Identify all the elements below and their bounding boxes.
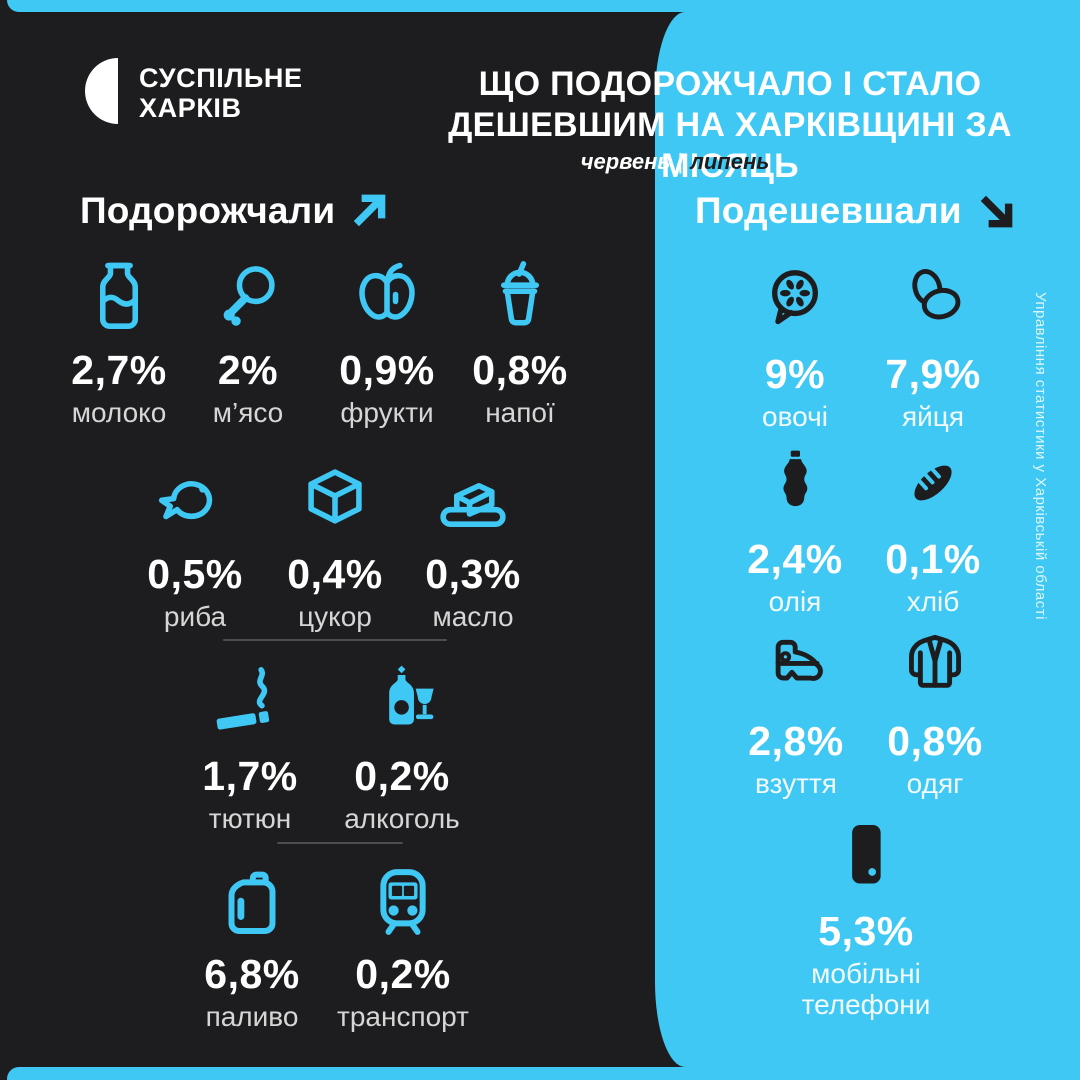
stat-label: овочі	[762, 401, 828, 432]
arrow-down-right-icon	[980, 195, 1013, 228]
stat-value: 0,5%	[147, 551, 243, 597]
stat-value: 0,9%	[339, 347, 435, 393]
stat-label: цукор	[298, 601, 372, 632]
oil-bottle-icon	[720, 443, 870, 523]
page-title-line2: ДЕШЕВШИМ НА ХАРКІВЩИНІ ЗА МІСЯЦЬ	[448, 106, 1012, 185]
boot-icon	[721, 625, 871, 705]
increased-section-header: Подорожчали	[80, 190, 389, 232]
stat-label: тютюн	[208, 803, 292, 834]
stat-label: яйця	[901, 401, 964, 432]
increased-section-title: Подорожчали	[80, 190, 336, 231]
page-title-line1: ЩО ПОДОРОЖЧАЛО І СТАЛО	[478, 65, 982, 103]
stat-item-oil: 2,4% олія	[720, 443, 870, 617]
train-icon	[328, 858, 478, 946]
stat-label: транспорт	[337, 1001, 469, 1032]
stat-label: мобільні телефони	[801, 958, 931, 1020]
stat-item-meat: 2% м’ясо	[173, 254, 323, 428]
eggs-icon	[858, 258, 1008, 338]
stat-value: 5,3%	[818, 908, 914, 954]
stat-item-bread: 0,1% хліб	[858, 443, 1008, 617]
period-separator: |	[677, 149, 684, 174]
divider	[223, 639, 447, 641]
stat-label: риба	[163, 601, 227, 632]
bread-icon	[858, 443, 1008, 523]
stat-value: 0,2%	[354, 753, 450, 799]
stat-item-clothes: 0,8% одяг	[860, 625, 1010, 799]
period-june: червень	[580, 149, 671, 174]
stat-value: 0,2%	[355, 951, 451, 997]
stat-label: напої	[485, 397, 555, 428]
stat-item-tobacco: 1,7% тютюн	[175, 660, 325, 834]
stat-value: 1,7%	[202, 753, 298, 799]
stat-label: паливо	[205, 1001, 299, 1032]
stat-value: 0,8%	[887, 718, 983, 764]
stat-item-fruit: 0,9% фрукти	[312, 254, 462, 428]
period-july: липень	[690, 149, 770, 174]
stat-label: одяг	[906, 768, 964, 799]
brand-name-line1: СУСПІЛЬНЕ	[139, 63, 303, 93]
stat-label: алкоголь	[344, 803, 460, 834]
alcohol-bottle-glass-icon	[327, 660, 477, 748]
decreased-panel-background	[655, 12, 1080, 1067]
suspilne-halfmoon-icon	[85, 58, 118, 124]
brand-name-line2: ХАРКІВ	[139, 93, 242, 123]
stat-value: 9%	[764, 351, 826, 397]
cigarette-icon	[175, 660, 325, 748]
stat-item-drinks: 0,8% напої	[445, 254, 595, 428]
sugar-cube-icon	[260, 458, 410, 546]
mobile-phone-icon	[791, 815, 941, 895]
stat-value: 0,3%	[425, 551, 521, 597]
stat-item-transport: 0,2% транспорт	[328, 858, 478, 1032]
stat-value: 0,8%	[472, 347, 568, 393]
stat-value: 0,4%	[287, 551, 383, 597]
stat-item-sugar: 0,4% цукор	[260, 458, 410, 632]
stat-label: фрукти	[340, 397, 434, 428]
page-title: ЩО ПОДОРОЖЧАЛО І СТАЛО ДЕШЕВШИМ НА ХАРКІ…	[405, 64, 1055, 187]
chicken-leg-icon	[173, 254, 323, 342]
stat-item-fish: 0,5% риба	[120, 458, 270, 632]
stat-label: молоко	[71, 397, 167, 428]
drink-cup-icon	[445, 254, 595, 342]
statistics-source-note: Управління статистики у Харківській обла…	[1032, 292, 1049, 620]
bottom-accent-strip	[7, 1067, 1080, 1080]
top-accent-strip	[7, 0, 1080, 12]
stat-label: м’ясо	[212, 397, 284, 428]
stat-item-eggs: 7,9% яйця	[858, 258, 1008, 432]
stat-value: 2%	[217, 347, 279, 393]
arrow-up-right-icon	[354, 194, 386, 227]
stat-item-shoes: 2,8% взуття	[721, 625, 871, 799]
stat-label: хліб	[906, 586, 960, 617]
stat-item-butter: 0,3% масло	[398, 458, 548, 632]
decreased-section-header: Подешевшали	[695, 190, 1016, 232]
stat-value: 7,9%	[885, 351, 981, 397]
divider	[277, 842, 403, 844]
stat-label: олія	[768, 586, 822, 617]
stat-item-fuel: 6,8% паливо	[177, 858, 327, 1032]
stat-value: 2,8%	[748, 718, 844, 764]
stat-item-mobile-phones: 5,3% мобільні телефони	[791, 815, 941, 1020]
stat-value: 2,4%	[747, 536, 843, 582]
decreased-section-title: Подешевшали	[695, 190, 962, 231]
stat-value: 2,7%	[71, 347, 167, 393]
brand-name: СУСПІЛЬНЕ ХАРКІВ	[139, 58, 303, 124]
stat-value: 0,1%	[885, 536, 981, 582]
stat-value: 6,8%	[204, 951, 300, 997]
fuel-can-icon	[177, 858, 327, 946]
brand-logo: СУСПІЛЬНЕ ХАРКІВ	[85, 58, 303, 124]
stat-label: масло	[432, 601, 514, 632]
jacket-icon	[860, 625, 1010, 705]
butter-icon	[398, 458, 548, 546]
stat-item-alcohol: 0,2% алкоголь	[327, 660, 477, 834]
stat-item-milk: 2,7% молоко	[44, 254, 194, 428]
stat-item-vegetables: 9% овочі	[720, 258, 870, 432]
fish-icon	[120, 458, 270, 546]
period-subtitle: червень | липень	[415, 149, 935, 175]
apple-icon	[312, 254, 462, 342]
stat-label: взуття	[755, 768, 837, 799]
cucumber-slice-icon	[720, 258, 870, 338]
milk-bottle-icon	[44, 254, 194, 342]
